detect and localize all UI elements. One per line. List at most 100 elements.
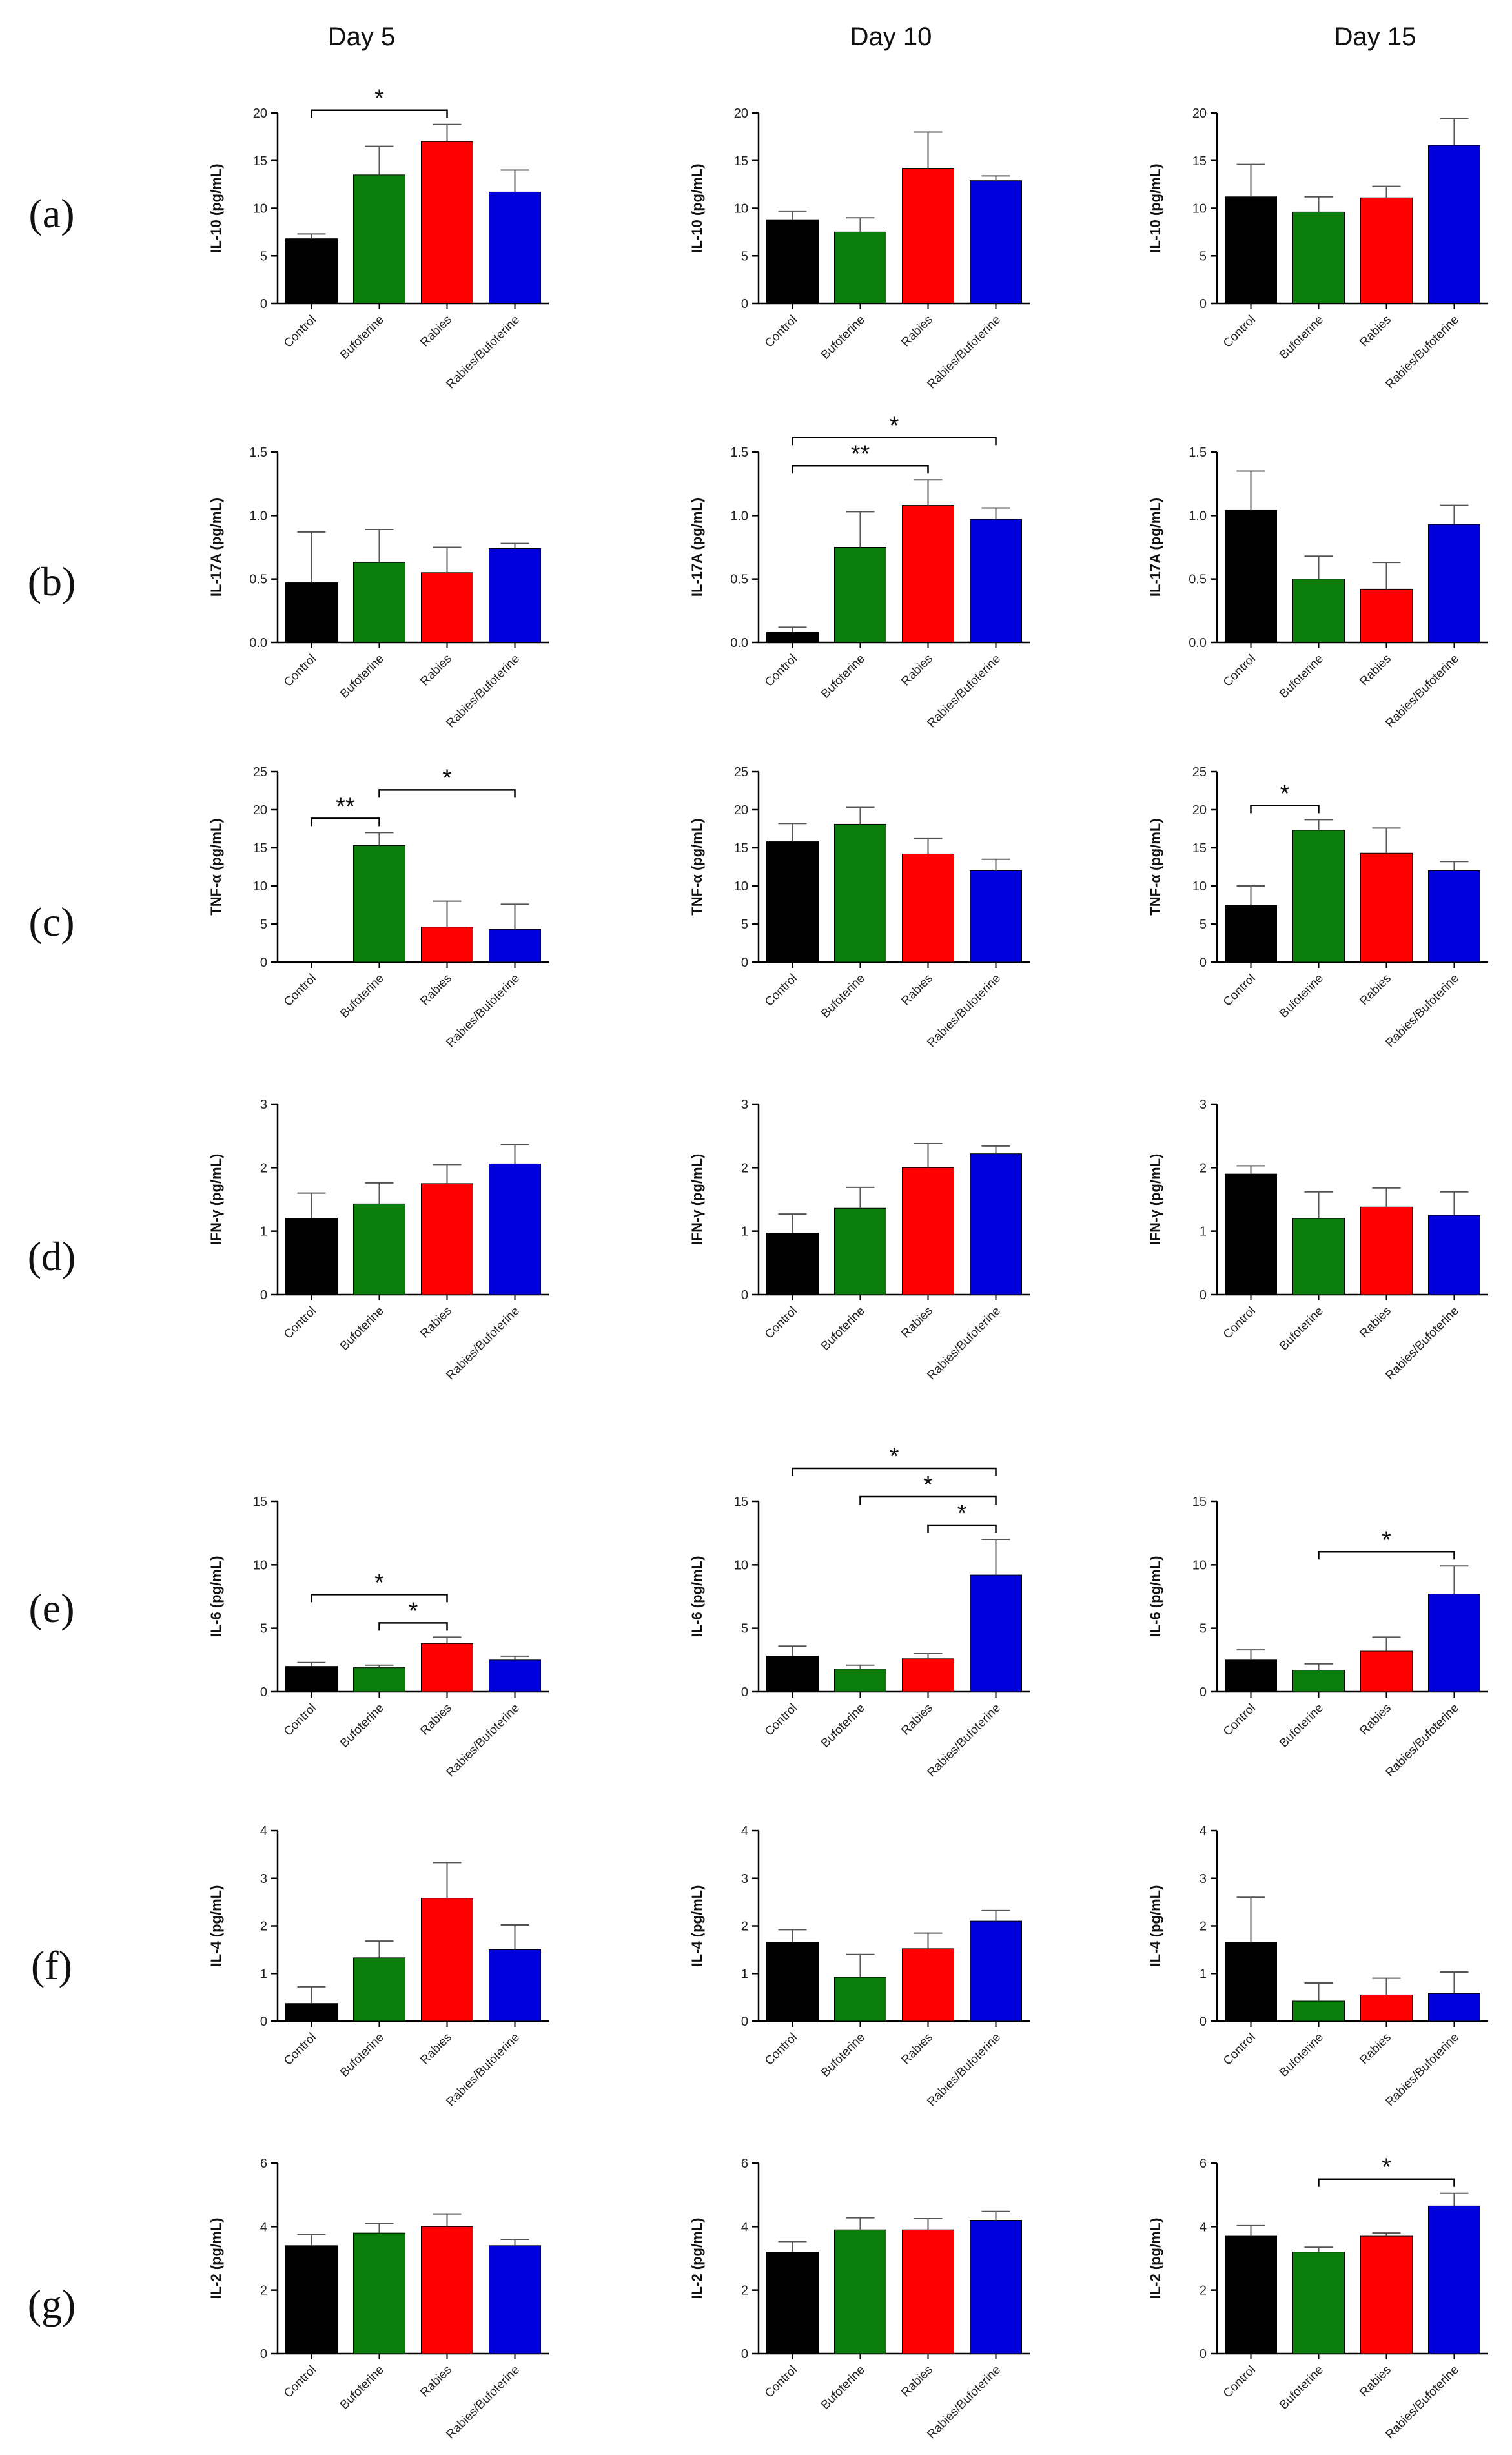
y-tick-label: 0 bbox=[260, 297, 267, 311]
category-label: Control bbox=[1221, 2031, 1258, 2068]
y-tick-label: 1.5 bbox=[249, 446, 267, 460]
bar bbox=[834, 823, 886, 963]
significance-label: * bbox=[923, 1472, 933, 1499]
y-tick-label: 5 bbox=[260, 249, 267, 263]
bar bbox=[1292, 1670, 1345, 1692]
bar bbox=[285, 238, 338, 304]
chart-panel: 0 1 2 3 4 IL-4 (pg/mL) Control Bufoterine Rabies… bbox=[1147, 1824, 1488, 2109]
category-label: Bufoterine bbox=[338, 1701, 387, 1751]
y-tick-label: 0.0 bbox=[1189, 636, 1207, 650]
category-label: Bufoterine bbox=[338, 313, 387, 362]
category-label: Control bbox=[762, 652, 800, 690]
y-tick-label: 10 bbox=[734, 1558, 748, 1572]
bar bbox=[1292, 211, 1345, 304]
category-label: Bufoterine bbox=[1277, 972, 1326, 1021]
bar bbox=[489, 1163, 541, 1295]
y-tick-label: 6 bbox=[1200, 2157, 1207, 2171]
y-tick-label: 25 bbox=[1192, 765, 1207, 779]
category-label: Rabies bbox=[899, 2031, 935, 2068]
y-axis-label: IL-17A (pg/mL) bbox=[208, 498, 224, 597]
significance-label: * bbox=[442, 765, 452, 792]
significance-bracket bbox=[859, 1495, 997, 1505]
bar bbox=[353, 845, 405, 963]
y-tick-label: 2 bbox=[741, 1920, 748, 1934]
bar bbox=[353, 2232, 405, 2354]
y-axis-label: IL-4 (pg/mL) bbox=[689, 1885, 705, 1967]
category-label: Bufoterine bbox=[1277, 1304, 1326, 1353]
y-tick-label: 4 bbox=[741, 1824, 748, 1838]
bar bbox=[353, 174, 405, 304]
chart-panel: 0 1 2 3 IFN-γ (pg/mL) Control Bufoterine Rabies… bbox=[689, 1098, 1030, 1382]
significance-label: * bbox=[1382, 1526, 1391, 1554]
chart-panel: 0 5 10 15 20 25 TNF-α (pg/mL) Control Bufoterine… bbox=[689, 765, 1030, 1050]
y-tick-label: 20 bbox=[1192, 803, 1207, 817]
bar bbox=[902, 1658, 954, 1692]
y-tick-label: 15 bbox=[1192, 154, 1207, 169]
category-label: Rabies bbox=[418, 1701, 455, 1738]
y-tick-label: 10 bbox=[1192, 202, 1207, 216]
bar bbox=[421, 1643, 473, 1692]
chart-panel: 0 5 10 15 20 25 TNF-α (pg/mL) Control Bufoterine… bbox=[1147, 765, 1488, 1050]
category-label: Rabies/Bufoterine bbox=[925, 1701, 1003, 1780]
bar bbox=[834, 547, 886, 643]
bar bbox=[1360, 588, 1413, 643]
chart-panel: 0 5 10 15 20 25 TNF-α (pg/mL) Control Bufoterine… bbox=[208, 765, 549, 1050]
bar bbox=[489, 1659, 541, 1692]
bar bbox=[489, 191, 541, 304]
category-label: Rabies bbox=[899, 2363, 935, 2400]
bar bbox=[285, 1666, 338, 1692]
significance-label: * bbox=[374, 85, 384, 112]
bar bbox=[766, 1656, 819, 1692]
row-label-f: (f) bbox=[31, 1942, 72, 1988]
significance-label: * bbox=[890, 1443, 899, 1470]
chart-panel: 0 1 2 3 IFN-γ (pg/mL) Control Bufoterine Rabies… bbox=[1147, 1098, 1488, 1382]
category-label: Bufoterine bbox=[1277, 652, 1326, 701]
significance-bracket bbox=[1318, 1551, 1455, 1560]
category-label: Control bbox=[1221, 972, 1258, 1009]
y-tick-label: 5 bbox=[1200, 249, 1207, 263]
y-tick-label: 1 bbox=[260, 1967, 267, 1981]
chart-panel: 0 5 10 15 IL-6 (pg/mL) Control Bufoterine Rabie… bbox=[208, 1495, 549, 1780]
y-tick-label: 1.0 bbox=[1189, 509, 1207, 523]
y-tick-label: 20 bbox=[734, 803, 748, 817]
bar bbox=[766, 1942, 819, 2022]
bar bbox=[1225, 905, 1277, 963]
bar bbox=[766, 2252, 819, 2354]
category-label: Rabies bbox=[899, 1701, 935, 1738]
bar bbox=[1292, 1218, 1345, 1295]
y-tick-label: 10 bbox=[1192, 1558, 1207, 1572]
category-label: Bufoterine bbox=[819, 652, 868, 701]
category-label: Bufoterine bbox=[1277, 1701, 1326, 1751]
bar bbox=[902, 1948, 954, 2022]
chart-panel: 0 1 2 3 IFN-γ (pg/mL) Control Bufoterine Rabies… bbox=[208, 1098, 549, 1382]
chart-panel: 0 2 4 6 IL-2 (pg/mL) Control Bufoterine RabiesR… bbox=[1147, 2154, 1488, 2441]
category-label: Rabies/Bufoterine bbox=[1383, 2031, 1462, 2110]
bar bbox=[1225, 509, 1277, 643]
category-label: Rabies/Bufoterine bbox=[444, 1701, 522, 1780]
category-label: Rabies bbox=[899, 972, 935, 1009]
category-label: Rabies bbox=[1357, 2031, 1394, 2068]
bar bbox=[421, 1898, 473, 2022]
y-tick-label: 25 bbox=[734, 765, 748, 779]
row-labels: (a) (b) (c) (d) (e) (f) (g) bbox=[28, 190, 76, 2327]
bar bbox=[285, 1218, 338, 1295]
y-tick-label: 5 bbox=[260, 1622, 267, 1636]
bar bbox=[285, 2245, 338, 2354]
bar bbox=[1360, 1650, 1413, 1692]
y-tick-label: 6 bbox=[260, 2157, 267, 2171]
category-label: Rabies bbox=[418, 2363, 455, 2400]
bar bbox=[1292, 579, 1345, 643]
y-axis-label: IL-4 (pg/mL) bbox=[208, 1885, 224, 1967]
y-tick-label: 2 bbox=[1200, 1920, 1207, 1934]
category-label: Control bbox=[762, 2363, 800, 2401]
bar bbox=[489, 2245, 541, 2354]
y-tick-label: 2 bbox=[741, 2284, 748, 2298]
bar bbox=[421, 1183, 473, 1295]
y-tick-label: 3 bbox=[260, 1098, 267, 1112]
y-tick-label: 6 bbox=[741, 2157, 748, 2171]
y-tick-label: 4 bbox=[1200, 1824, 1207, 1838]
chart-panel: 0 5 10 15 IL-6 (pg/mL) Control Bufoterine Rabie… bbox=[689, 1443, 1030, 1780]
bar bbox=[834, 2229, 886, 2354]
